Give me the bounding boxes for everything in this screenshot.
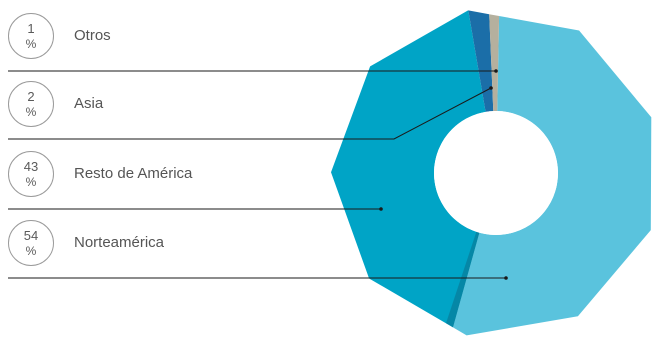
slice-asia [468,10,494,112]
leader-dot [489,86,493,90]
slice-shadow [446,231,480,328]
legend-unit: % [25,244,37,258]
legend-unit: % [25,37,37,51]
legend-value: 1 [27,21,35,36]
legend-value: 2 [27,89,35,104]
legend-item-asia: 2 % Asia [8,81,358,131]
legend-label: Norteamérica [74,234,165,251]
legend-value: 43 [23,159,39,174]
legend-item-resto-de-america: 43 % Resto de América [8,151,358,201]
legend-value-badge: 1 % [8,13,54,59]
leader-dot [379,207,383,211]
legend-label: Asia [74,95,104,112]
legend-value-badge: 2 % [8,81,54,127]
legend-value-badge: 54 % [8,220,54,266]
legend-label: Otros [74,27,111,44]
leader-line-asia [8,87,492,140]
legend-value-badge: 43 % [8,151,54,197]
legend-unit: % [25,175,37,189]
donut-hole [434,111,558,235]
legend-value: 54 [23,228,39,243]
slice-norteamerica [453,16,652,336]
legend-item-otros: 1 % Otros [8,13,358,63]
slice-resto-de-america [331,10,486,328]
leader-dot [504,276,508,280]
legend-item-norteamerica: 54 % Norteamérica [8,220,358,270]
legend-unit: % [25,105,37,119]
legend-label: Resto de América [74,165,193,182]
slice-otros [489,14,500,112]
leader-dot [494,69,498,73]
